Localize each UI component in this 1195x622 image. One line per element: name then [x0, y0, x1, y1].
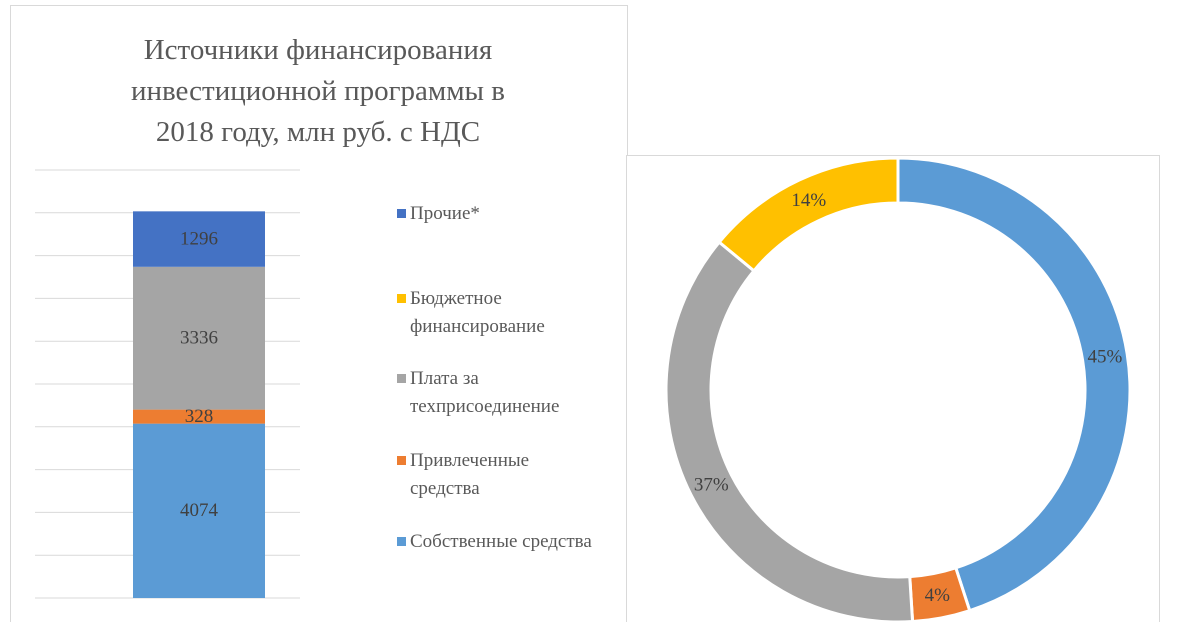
donut-segment [717, 156, 900, 273]
donut-segment [896, 156, 1132, 613]
bar-panel [10, 5, 628, 622]
bar-segment [133, 409, 265, 424]
legend-entry: Собственные средства [397, 528, 600, 556]
data-label: 4% [925, 585, 951, 606]
data-label: 45% [1088, 347, 1123, 368]
legend-entry: Привлеченные средства [397, 447, 600, 503]
bar-segment [133, 211, 265, 267]
data-label: 4074 [180, 500, 219, 521]
legend-swatch [397, 294, 406, 303]
legend-label: Плата за техприсоединение [410, 368, 560, 417]
legend-label: Собственные средства [410, 531, 592, 552]
bar-segment [133, 423, 265, 598]
legend-entry: Бюджетное финансирование [397, 285, 600, 341]
bar-segment [133, 266, 265, 410]
donut-segment [664, 240, 915, 622]
data-label: 14% [791, 190, 826, 211]
legend-label: Бюджетное финансирование [410, 288, 545, 337]
data-label: 328 [185, 406, 214, 427]
legend-entry: Прочие* [397, 200, 600, 228]
data-label: 3336 [180, 328, 218, 349]
legend-entry: Плата за техприсоединение [397, 365, 600, 421]
legend-swatch [397, 537, 406, 546]
legend-label: Привлеченные средства [410, 450, 530, 499]
data-label: 1296 [180, 228, 218, 249]
legend-swatch [397, 374, 406, 383]
legend-label: Прочие* [410, 203, 480, 224]
legend-swatch [397, 456, 406, 465]
data-label: 37% [694, 474, 729, 495]
legend-swatch [397, 209, 406, 218]
chart-title: Источники финансирования инвестиционной … [131, 34, 505, 148]
